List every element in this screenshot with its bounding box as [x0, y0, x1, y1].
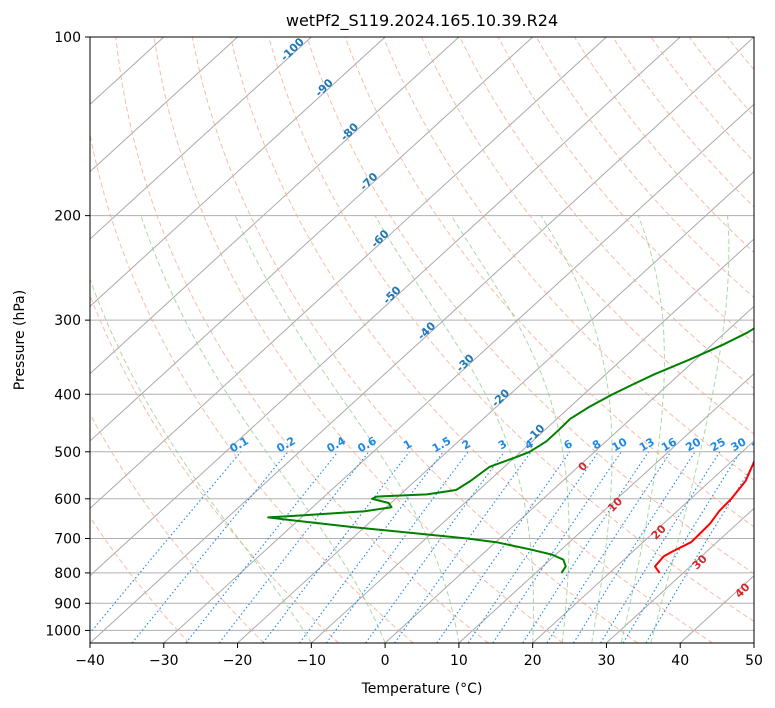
y-tick-label: 200: [54, 209, 81, 225]
moist-adiabat: [90, 277, 312, 643]
plot-frame: [89, 36, 755, 644]
y-tick-label: 900: [54, 596, 81, 612]
mixing-ratio-line: [546, 451, 672, 643]
y-tick-label: 400: [54, 387, 81, 403]
mixing-ratio-line: [131, 451, 289, 643]
chart-title: wetPf2_S119.2024.165.10.39.R24: [286, 11, 558, 31]
dry-adiabat: [650, 37, 754, 163]
isotherm: [90, 37, 754, 643]
dry-adiabat: [459, 37, 754, 390]
moist-adiabat: [234, 215, 460, 643]
mixing-ratio-line: [90, 451, 242, 634]
moist-adiabat: [140, 215, 386, 643]
dry-adiabat: [153, 37, 564, 643]
mixing-ratio-line: [467, 451, 599, 643]
isotherm: [90, 37, 386, 308]
isotherm: [90, 37, 681, 577]
x-tick-label: −10: [297, 653, 327, 669]
y-tick-label: 600: [54, 492, 81, 508]
mixing-ratio-line: [573, 451, 696, 643]
moist-adiabat: [650, 215, 730, 643]
mixing-ratio-line: [600, 451, 721, 643]
isotherm: [163, 103, 754, 643]
y-tick-label: 300: [54, 313, 81, 329]
dry-adiabat: [344, 37, 754, 528]
mixing-ratio-line: [262, 451, 410, 643]
y-tick-label: 700: [54, 532, 81, 548]
isotherm: [90, 37, 238, 173]
mixing-ratio-line: [645, 462, 754, 643]
mixing-ratio-line: [185, 451, 339, 643]
dry-adiabat: [191, 37, 639, 643]
axes: −40 −30 −20 −10 0 10 20 30 40 50 100 200 300 400 500 60…: [45, 30, 763, 669]
dry-adiabat: [90, 131, 414, 643]
x-tick-label: 40: [671, 653, 689, 669]
temperature-profile-line: [654, 459, 754, 574]
dry-adiabat: [421, 37, 754, 435]
mixing-ratio-label: 36: [749, 435, 769, 454]
isotherm: [458, 372, 754, 643]
isotherm: [532, 440, 754, 643]
x-axis-title: Temperature (°C): [361, 681, 483, 697]
dry-adiabat: [306, 37, 754, 575]
mixing-ratio-line: [365, 451, 505, 643]
dry-adiabat: [230, 37, 713, 643]
x-tick-label: −20: [223, 653, 253, 669]
dry-adiabat: [612, 37, 754, 208]
y-axis-title: Pressure (hPa): [12, 290, 28, 390]
dry-adiabat: [382, 37, 754, 481]
x-tick-label: 0: [381, 653, 390, 669]
isotherm: [90, 37, 534, 442]
y-tick-label: 1000: [45, 623, 81, 639]
y-tick-label: 500: [54, 445, 81, 461]
dry-adiabat: [268, 37, 754, 623]
mixing-ratio-line: [622, 451, 741, 643]
moist-adiabat: [540, 215, 613, 643]
isotherm: [90, 37, 607, 510]
isotherm: [90, 37, 460, 375]
moist-adiabat: [620, 215, 665, 643]
isotherm: [237, 170, 754, 643]
dewpoint-profile-line: [267, 327, 754, 574]
x-tick-label: 50: [745, 653, 763, 669]
isotherm: [606, 507, 754, 643]
mixing-ratio-line: [436, 451, 571, 643]
dry-adiabat: [90, 516, 190, 643]
mixing-ratio-line: [394, 451, 532, 643]
dry-adiabat: [115, 37, 489, 643]
x-tick-label: 20: [524, 653, 542, 669]
y-tick-label: 800: [54, 566, 81, 582]
x-tick-label: 10: [450, 653, 468, 669]
isotherm: [90, 37, 312, 240]
y-tick-label: 100: [54, 30, 81, 46]
x-tick-label: −40: [75, 653, 105, 669]
x-tick-label: 30: [598, 653, 616, 669]
dry-adiabat: [497, 37, 754, 344]
x-tick-label: −30: [149, 653, 179, 669]
mixing-ratio-line: [218, 451, 370, 643]
